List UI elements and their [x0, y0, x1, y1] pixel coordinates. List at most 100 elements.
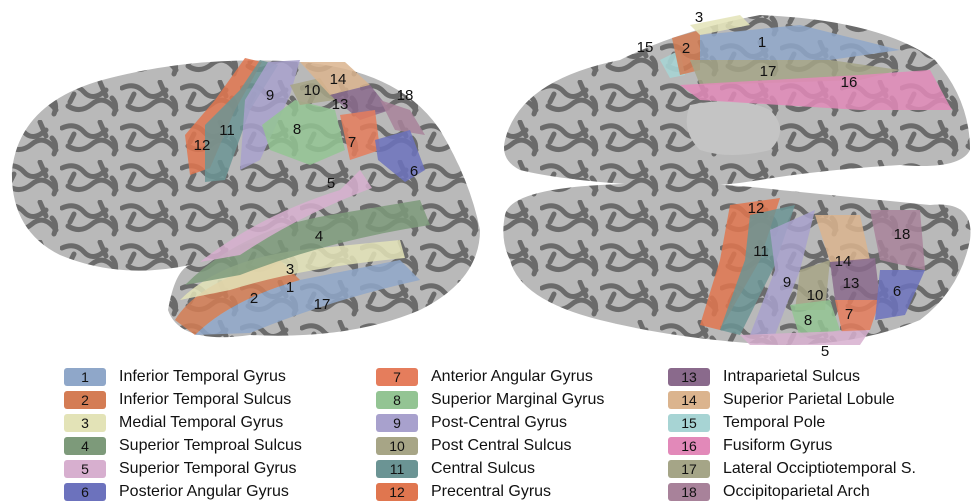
legend-item: 15 Temporal Pole [668, 411, 916, 434]
label-18-lateral: 18 [397, 87, 414, 104]
region-1-lateral [195, 260, 420, 335]
legend-item: 7 Anterior Angular Gyrus [376, 365, 604, 388]
label-18-dorsal: 18 [894, 226, 911, 243]
region-13-dorsal [830, 258, 880, 300]
legend-item: 9 Post-Central Gyrus [376, 411, 604, 434]
legend-item: 10 Post Central Sulcus [376, 434, 604, 457]
legend-item: 14 Superior Parietal Lobule [668, 388, 916, 411]
legend-label: Medial Temporal Gyrus [119, 413, 284, 431]
region-5-lateral [200, 170, 372, 262]
label-12-dorsal: 12 [748, 200, 765, 217]
legend-column-3: 13 Intraparietal Sulcus 14 Superior Pariet… [668, 365, 916, 503]
label-17-medial: 17 [760, 63, 777, 80]
legend-item: 5 Superior Temporal Gyrus [64, 457, 302, 480]
legend-label: Anterior Angular Gyrus [431, 367, 593, 385]
label-14-dorsal: 14 [835, 253, 852, 270]
legend-label: Inferior Temporal Gyrus [119, 367, 286, 385]
region-6-lateral [375, 130, 425, 182]
region-3-medial [690, 15, 750, 35]
label-10-dorsal: 10 [807, 287, 824, 304]
legend-label: Superior Parietal Lobule [723, 390, 895, 408]
label-1-medial: 1 [758, 34, 766, 51]
region-4-lateral [185, 200, 430, 285]
legend-label: Fusiform Gyrus [723, 436, 833, 454]
legend-swatch: 15 [668, 413, 710, 432]
legend-item: 6 Posterior Angular Gyrus [64, 480, 302, 503]
label-14-lateral: 14 [330, 71, 347, 88]
legend-item: 4 Superior Temproal Sulcus [64, 434, 302, 457]
legend-label: Superior Temproal Sulcus [119, 436, 302, 454]
label-5-lateral: 5 [327, 175, 335, 192]
label-12-lateral: 12 [194, 137, 211, 154]
label-9-dorsal: 9 [783, 274, 791, 291]
legend-label: Inferior Temporal Sulcus [119, 390, 292, 408]
region-9-lateral [240, 60, 300, 170]
legend: 1 Inferior Temporal Gyrus 2 Inferior Tempo… [60, 365, 974, 504]
region-18-lateral [380, 100, 425, 135]
region-10-dorsal [795, 260, 830, 310]
legend-label: Central Sulcus [431, 459, 536, 477]
label-3-medial: 3 [695, 9, 703, 26]
region-8-lateral [262, 100, 345, 165]
legend-label: Temporal Pole [723, 413, 826, 431]
medial-callosal-area [686, 101, 780, 155]
region-7-lateral [340, 110, 380, 160]
region-3-lateral [180, 240, 405, 300]
label-13-lateral: 13 [332, 96, 349, 113]
label-4-lateral: 4 [315, 228, 323, 245]
legend-item: 13 Intraparietal Sulcus [668, 365, 916, 388]
legend-item: 17 Lateral Occiptiotemporal S. [668, 457, 916, 480]
legend-swatch: 14 [668, 390, 710, 409]
legend-swatch: 12 [376, 482, 418, 501]
label-2-medial: 2 [682, 40, 690, 57]
region-14-dorsal [815, 215, 870, 262]
legend-swatch: 10 [376, 436, 418, 455]
legend-label: Posterior Angular Gyrus [119, 482, 289, 500]
legend-item: 16 Fusiform Gyrus [668, 434, 916, 457]
region-1-medial [700, 25, 900, 60]
label-8-lateral: 8 [293, 121, 301, 138]
legend-swatch: 2 [64, 390, 106, 409]
label-17-lateral: 17 [314, 296, 331, 313]
legend-swatch: 1 [64, 367, 106, 386]
legend-label: Occipitoparietal Arch [723, 482, 870, 500]
lateral-brain-view [11, 58, 481, 338]
label-10-lateral: 10 [304, 82, 321, 99]
label-9-lateral: 9 [266, 87, 274, 104]
legend-item: 12 Precentral Gyrus [376, 480, 604, 503]
dorsal-brain-view [503, 183, 971, 345]
legend-item: 11 Central Sulcus [376, 457, 604, 480]
legend-label: Intraparietal Sulcus [723, 367, 860, 385]
legend-column-2: 7 Anterior Angular Gyrus 8 Superior Margin… [376, 365, 604, 503]
legend-item: 2 Inferior Temporal Sulcus [64, 388, 302, 411]
label-6-dorsal: 6 [893, 283, 901, 300]
label-15-medial: 15 [637, 39, 654, 56]
region-9-dorsal [750, 210, 815, 335]
legend-item: 18 Occipitoparietal Arch [668, 480, 916, 503]
region-6-dorsal [875, 270, 925, 320]
label-8-dorsal: 8 [804, 312, 812, 329]
label-6-lateral: 6 [410, 163, 418, 180]
legend-item: 3 Medial Temporal Gyrus [64, 411, 302, 434]
legend-label: Superior Temporal Gyrus [119, 459, 297, 477]
brain-figure: 14 18 9 10 13 11 8 12 7 6 5 4 3 1 2 17 3… [11, 9, 971, 360]
legend-swatch: 7 [376, 367, 418, 386]
legend-column-1: 1 Inferior Temporal Gyrus 2 Inferior Tempo… [64, 365, 302, 503]
label-11-lateral: 11 [219, 122, 235, 139]
legend-item: 8 Superior Marginal Gyrus [376, 388, 604, 411]
label-3-lateral: 3 [286, 261, 294, 278]
legend-swatch: 5 [64, 459, 106, 478]
region-16-medial [680, 70, 952, 110]
legend-swatch: 17 [668, 459, 710, 478]
label-5-dorsal: 5 [821, 343, 829, 360]
legend-swatch: 16 [668, 436, 710, 455]
legend-label: Precentral Gyrus [431, 482, 552, 500]
legend-label: Lateral Occiptiotemporal S. [723, 459, 916, 477]
label-16-medial: 16 [841, 74, 858, 91]
legend-swatch: 3 [64, 413, 106, 432]
region-7-dorsal [835, 300, 880, 332]
legend-swatch: 13 [668, 367, 710, 386]
label-13-dorsal: 13 [843, 275, 860, 292]
label-1-lateral: 1 [286, 279, 294, 296]
legend-label: Post Central Sulcus [431, 436, 572, 454]
